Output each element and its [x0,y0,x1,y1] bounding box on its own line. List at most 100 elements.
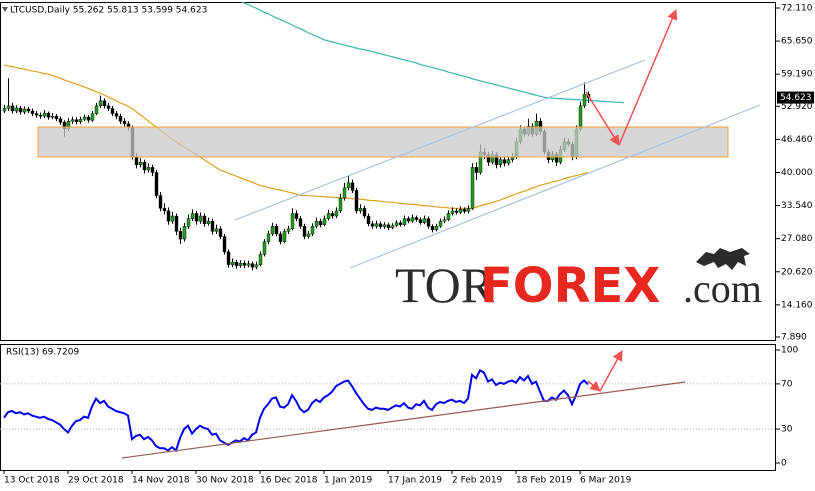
last-price-box [777,91,814,104]
candle-body [86,116,91,121]
channel-top [234,59,646,221]
watermark-forex: FOREX [480,258,660,314]
series-line [3,64,589,209]
x-tick-label: 16 Dec 2018 [260,476,318,486]
title-marker [2,7,8,12]
watermark: TOR FOREX .com [395,248,762,314]
candle-body [150,167,155,173]
x-tick-label: 18 Feb 2019 [516,476,572,486]
candle-body [322,218,327,225]
y-tick-label: 100 [781,345,798,355]
candle-body [466,208,471,212]
candle-body [338,197,343,212]
candle-body [134,156,139,166]
candle-body [2,108,7,112]
candle-body [470,167,475,209]
candle-body [230,261,235,265]
candle-body [190,213,195,219]
candle-body [398,222,403,225]
candle-body [282,231,287,242]
candle-body [346,182,351,189]
candle-body [474,167,479,173]
candle-body [166,210,171,222]
candle-body [82,116,87,120]
candle-body [502,159,507,164]
candle-body [110,108,115,114]
candle-body [78,119,83,122]
candle-body [394,222,399,226]
candle-body [406,218,411,222]
candle-body [446,213,451,220]
candle-body [214,228,219,232]
candle-body [306,233,311,237]
candle-body [186,218,191,227]
candle-body [138,162,143,166]
y-tick-label: 65.650 [781,37,813,47]
series-line [240,2,625,104]
candle-body [242,262,247,266]
candle-body [218,228,223,237]
candle-body [54,115,59,119]
candle-body [458,209,463,213]
last-price-label: 54.623 [780,93,812,103]
candle-body [386,224,391,229]
candle-body [414,217,419,220]
x-tick-label: 14 Nov 2018 [132,476,190,486]
chart-title: LTCUSD,Daily 55.262 55.813 53.599 54.623 [10,6,207,16]
candle-body [246,263,251,266]
candle-body [238,262,243,266]
y-tick-label: 70 [781,379,793,389]
candle-body [222,236,227,253]
x-tick-label: 29 Oct 2018 [68,476,124,486]
y-tick-label: 20.620 [781,267,813,277]
y-tick-label: 7.890 [781,332,807,342]
candle-body [34,113,39,116]
rsi-arrow [587,380,601,392]
candle-body [70,119,75,122]
candle-body [434,226,439,231]
candle-body [14,107,19,112]
candle-body [370,223,375,227]
candle-body [198,215,203,222]
candle-body [74,119,79,122]
candle-body [158,195,163,209]
candle-body [578,105,583,130]
rsi-trendline [121,381,686,459]
candle-body [42,112,47,117]
candle-body [438,220,443,227]
watermark-tor: TOR [395,257,495,313]
candle-body [174,215,179,232]
y-tick-label: 27.080 [781,234,813,244]
candle-body [270,226,275,235]
candle-body [250,263,255,268]
rsi-arrow [599,350,623,392]
candle-body [106,105,111,109]
candle-body [182,226,187,240]
candle-body [366,215,371,224]
candle-body [90,113,95,121]
candle-body [178,231,183,240]
candle-body [202,215,207,224]
y-tick-label: 40.000 [781,168,813,178]
candle-body [30,110,35,114]
candle-body [18,107,23,113]
candle-body [50,115,55,118]
candle-body [334,210,339,217]
candle-body [286,228,291,232]
candle-body [422,218,427,223]
candle-body [38,114,43,117]
candle-body [302,226,307,237]
candle-body [350,182,355,191]
candle-body [162,208,167,212]
rsi-title: RSI(13) 69.7209 [6,348,79,358]
candle-body [450,210,455,214]
candle-body [278,233,283,242]
channel-bottom [349,104,761,269]
main-panel [0,2,776,341]
candle-body [58,118,63,123]
y-tick-label: 59.190 [781,70,813,80]
annotations [37,9,761,459]
candle-body [22,108,27,113]
x-tick-label: 30 Nov 2018 [196,476,254,486]
y-tick-label: 72.110 [781,3,813,13]
